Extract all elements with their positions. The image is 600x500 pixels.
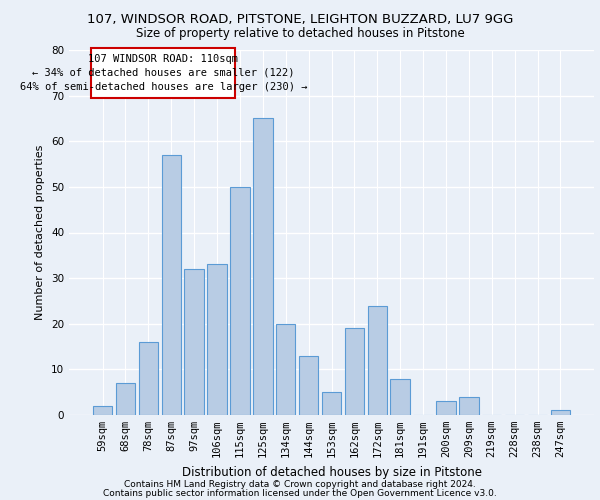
Bar	[208, 264, 227, 415]
Bar	[436, 402, 455, 415]
Bar	[322, 392, 341, 415]
Bar	[161, 155, 181, 415]
Text: ← 34% of detached houses are smaller (122): ← 34% of detached houses are smaller (12…	[32, 68, 295, 78]
Bar	[93, 406, 112, 415]
Bar	[459, 397, 479, 415]
Bar	[116, 383, 135, 415]
Y-axis label: Number of detached properties: Number of detached properties	[35, 145, 46, 320]
Bar	[184, 269, 204, 415]
Bar	[551, 410, 570, 415]
Bar	[368, 306, 387, 415]
Bar	[276, 324, 295, 415]
Bar	[253, 118, 272, 415]
Bar	[299, 356, 319, 415]
Text: 64% of semi-detached houses are larger (230) →: 64% of semi-detached houses are larger (…	[20, 82, 307, 92]
Text: 107, WINDSOR ROAD, PITSTONE, LEIGHTON BUZZARD, LU7 9GG: 107, WINDSOR ROAD, PITSTONE, LEIGHTON BU…	[87, 12, 513, 26]
Bar	[230, 187, 250, 415]
Text: 107 WINDSOR ROAD: 110sqm: 107 WINDSOR ROAD: 110sqm	[88, 54, 238, 64]
Bar	[391, 378, 410, 415]
Text: Contains public sector information licensed under the Open Government Licence v3: Contains public sector information licen…	[103, 488, 497, 498]
Text: Size of property relative to detached houses in Pitstone: Size of property relative to detached ho…	[136, 28, 464, 40]
Bar	[139, 342, 158, 415]
FancyBboxPatch shape	[91, 48, 235, 98]
X-axis label: Distribution of detached houses by size in Pitstone: Distribution of detached houses by size …	[182, 466, 482, 478]
Text: Contains HM Land Registry data © Crown copyright and database right 2024.: Contains HM Land Registry data © Crown c…	[124, 480, 476, 489]
Bar	[344, 328, 364, 415]
